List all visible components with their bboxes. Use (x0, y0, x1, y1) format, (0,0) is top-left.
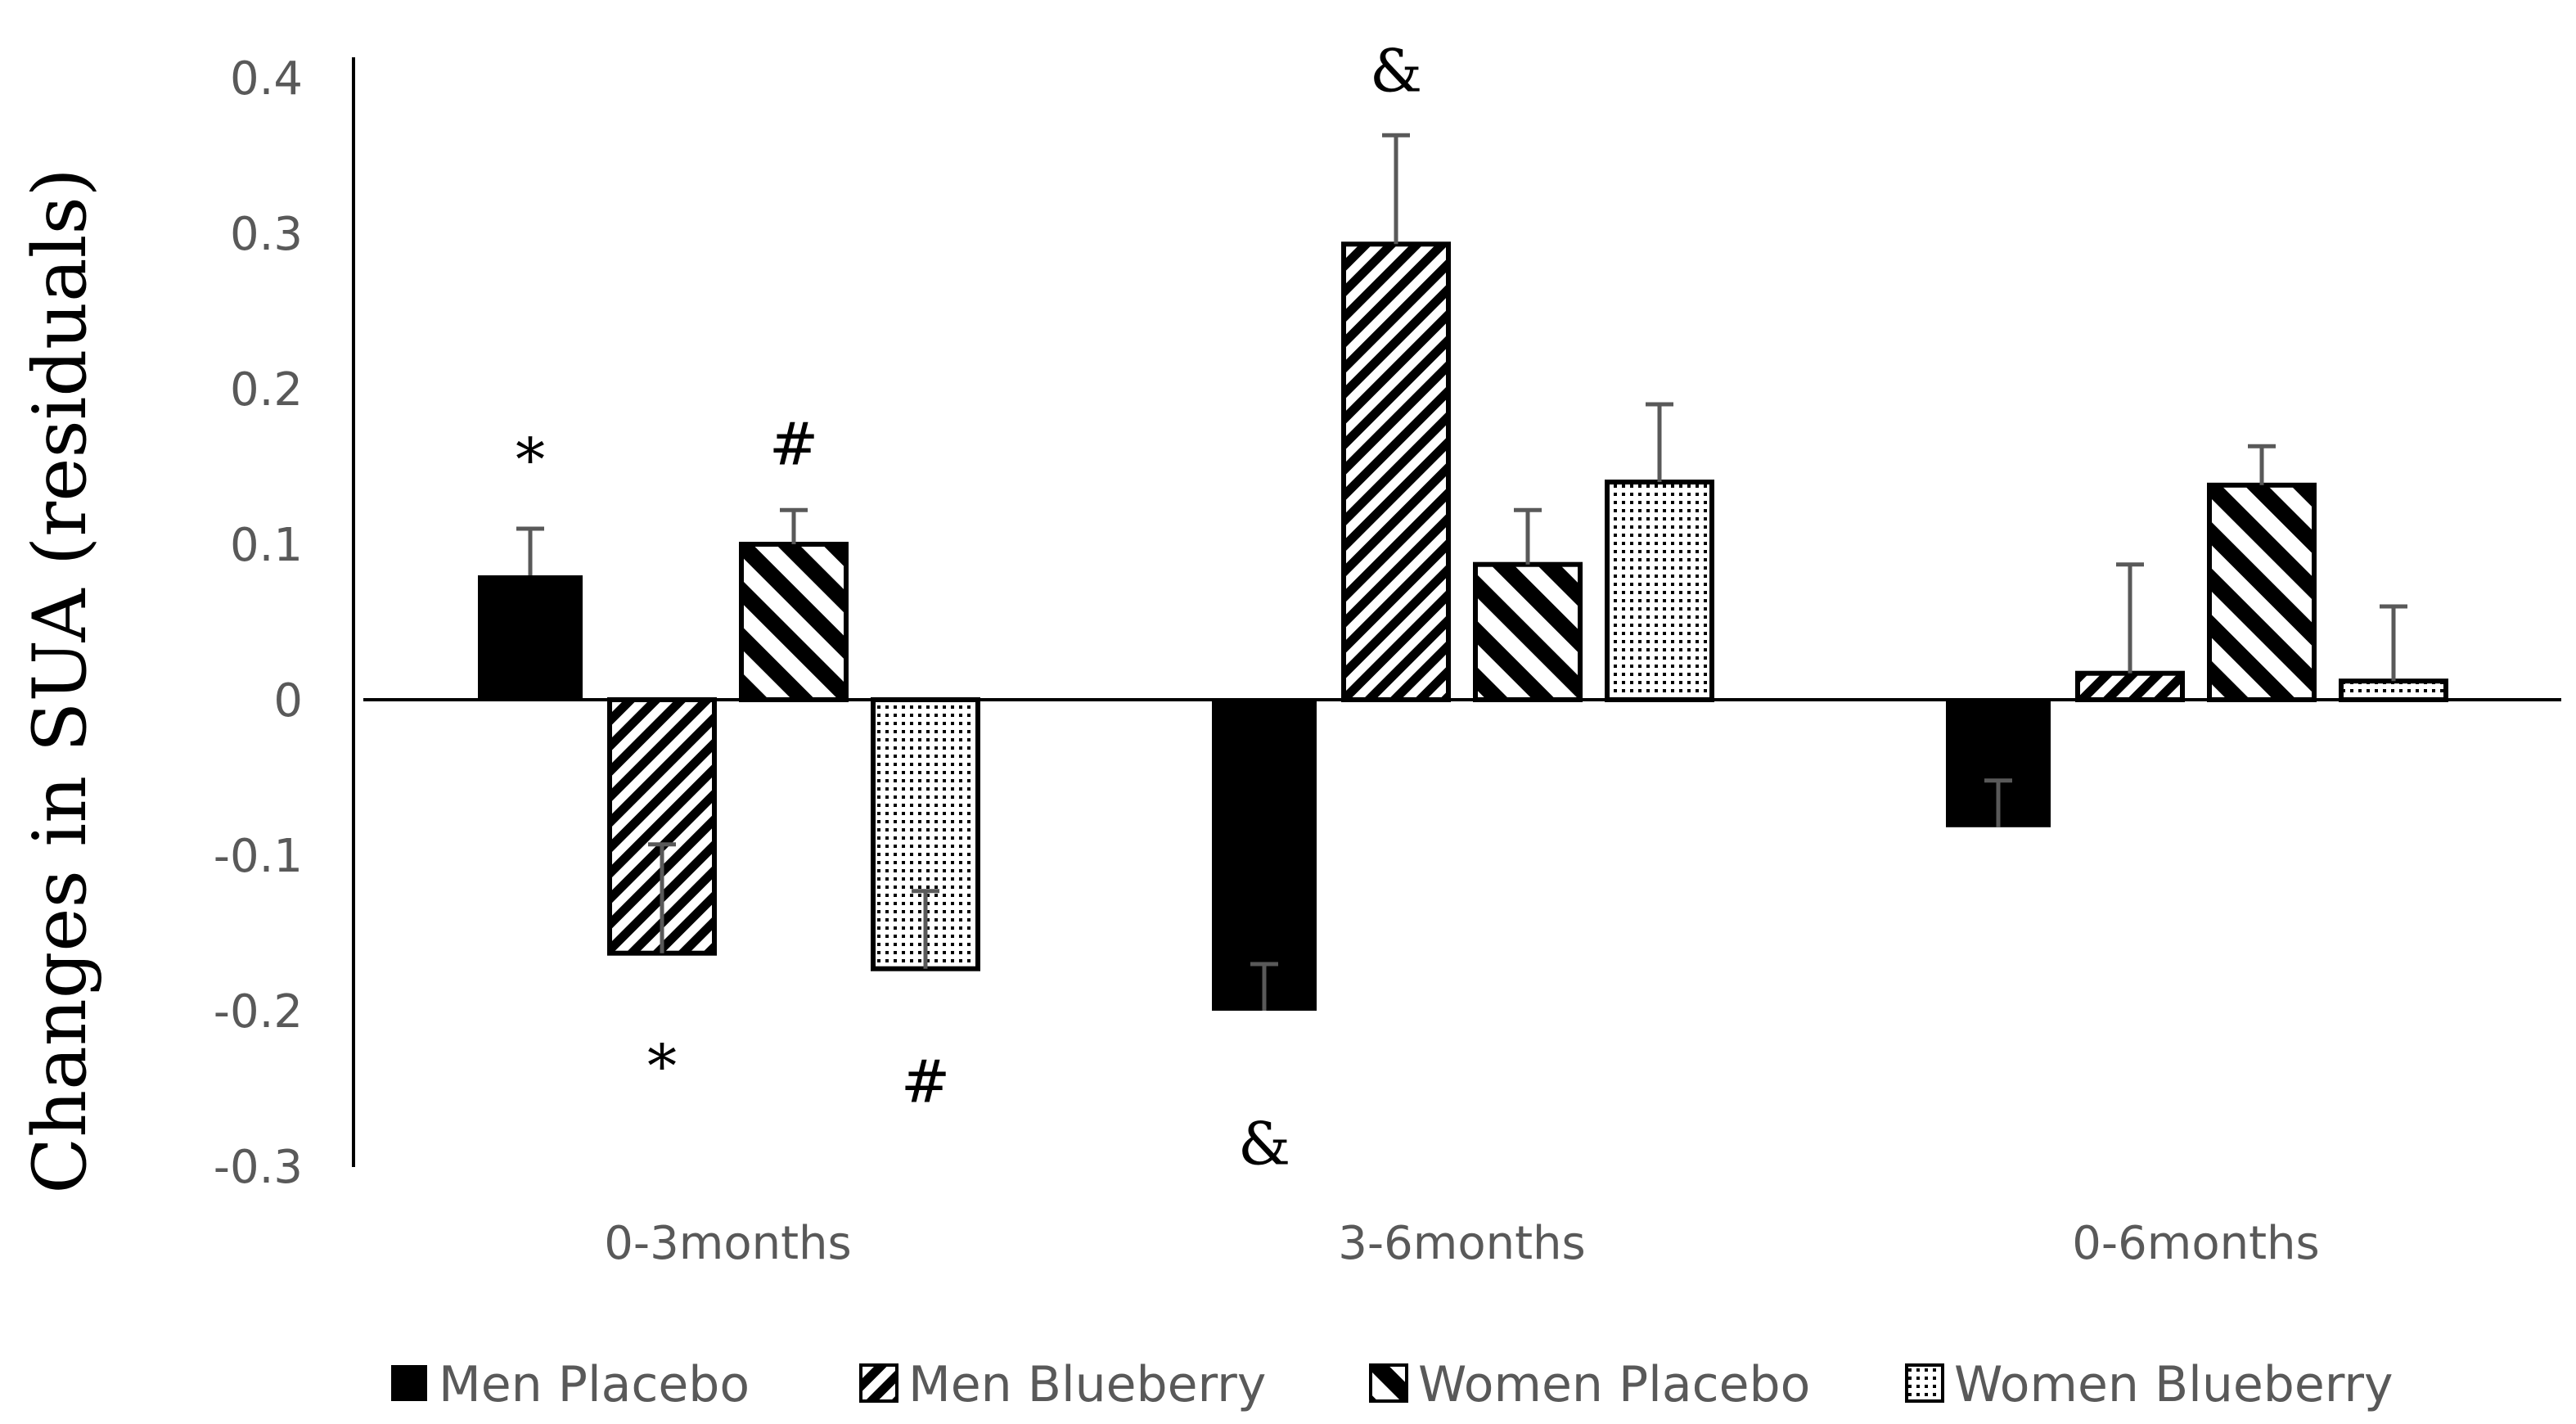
bar-men-blueberry-3-6months (1341, 241, 1451, 702)
x-category-label: 0-3months (604, 1217, 851, 1270)
legend-swatch (1369, 1363, 1408, 1403)
bar-women-blueberry-0-6months (2339, 678, 2448, 703)
significance-marker: * (647, 1032, 677, 1101)
y-tick-label: -0.2 (214, 985, 303, 1039)
y-tick-label: 0 (273, 674, 303, 728)
significance-marker: # (769, 410, 818, 479)
legend-swatch (391, 1365, 427, 1401)
significance-marker: & (1370, 37, 1422, 106)
bar-men-blueberry-0-6months (2075, 670, 2185, 703)
bar-men-placebo-3-6months (1212, 700, 1317, 1011)
legend-label: Women Blueberry (1954, 1356, 2394, 1413)
legend-swatch (859, 1363, 898, 1403)
bar-women-placebo-3-6months (1473, 561, 1583, 703)
y-tick-label: -0.1 (214, 830, 303, 883)
legend-label: Men Blueberry (908, 1356, 1266, 1413)
bar-men-placebo-0-3months (478, 575, 583, 700)
y-axis-label: Changes in SUA (residuals) (17, 168, 103, 1194)
legend-label: Men Placebo (439, 1356, 750, 1413)
bar-women-blueberry-3-6months (1605, 480, 1714, 702)
legend-swatch (1905, 1363, 1944, 1403)
y-tick-label: 0.3 (230, 208, 303, 261)
y-tick-label: -0.3 (214, 1141, 303, 1194)
legend-label: Women Placebo (1418, 1356, 1810, 1413)
significance-marker: # (901, 1048, 950, 1116)
significance-marker: * (516, 426, 545, 494)
y-tick-label: 0.1 (230, 519, 303, 572)
x-category-label: 0-6months (2072, 1217, 2319, 1270)
y-tick-label: 0.2 (230, 363, 303, 417)
legend: Men Placebo Men Blueberry Women Placebo Wom… (391, 1356, 2394, 1413)
bar-women-placebo-0-3months (739, 542, 849, 702)
bar-women-placebo-0-6months (2207, 482, 2317, 702)
y-tick-label: 0.4 (230, 52, 303, 106)
significance-marker: & (1238, 1110, 1290, 1178)
x-category-label: 3-6months (1338, 1217, 1585, 1270)
